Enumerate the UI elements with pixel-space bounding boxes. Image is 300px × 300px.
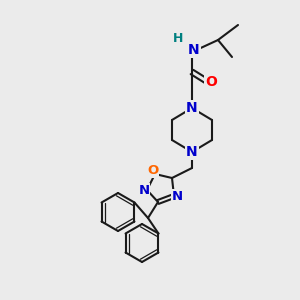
Text: O: O [205,75,217,89]
Text: N: N [188,43,200,57]
Text: N: N [171,190,183,202]
Text: N: N [186,101,198,115]
Text: O: O [147,164,159,178]
Text: N: N [138,184,150,196]
Text: H: H [173,32,183,44]
Text: N: N [186,145,198,159]
